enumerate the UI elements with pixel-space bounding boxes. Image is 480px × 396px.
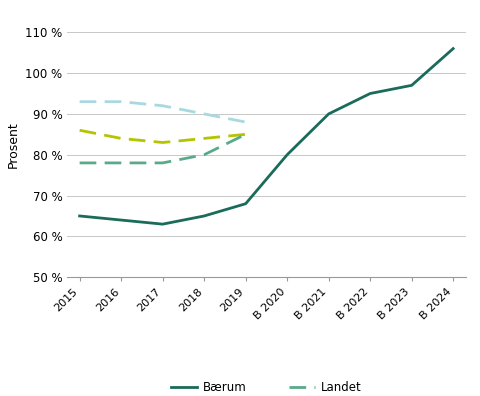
- Bærum: [77, 213, 83, 218]
- Landet: [118, 160, 124, 165]
- Landet: [77, 160, 83, 165]
- Line: Landet: Landet: [80, 134, 246, 163]
- Asker: [201, 112, 207, 116]
- Bærum: [367, 91, 373, 96]
- Line: Asker: Asker: [80, 102, 246, 122]
- Line: ASSS u/ Oslo: ASSS u/ Oslo: [80, 130, 246, 143]
- Legend: Bærum, ASSS u/ Oslo, Landet, Asker: Bærum, ASSS u/ Oslo, Landet, Asker: [166, 376, 367, 396]
- Bærum: [201, 213, 207, 218]
- Bærum: [450, 46, 456, 51]
- Asker: [160, 103, 166, 108]
- ASSS u/ Oslo: [160, 140, 166, 145]
- Bærum: [243, 201, 249, 206]
- Asker: [77, 99, 83, 104]
- ASSS u/ Oslo: [118, 136, 124, 141]
- Bærum: [326, 112, 332, 116]
- Asker: [118, 99, 124, 104]
- Bærum: [284, 152, 290, 157]
- Landet: [243, 132, 249, 137]
- Bærum: [160, 222, 166, 227]
- Bærum: [409, 83, 415, 88]
- ASSS u/ Oslo: [201, 136, 207, 141]
- Asker: [243, 120, 249, 124]
- Line: Bærum: Bærum: [80, 49, 453, 224]
- Landet: [201, 152, 207, 157]
- Y-axis label: Prosent: Prosent: [7, 121, 20, 168]
- ASSS u/ Oslo: [77, 128, 83, 133]
- Bærum: [118, 218, 124, 223]
- Landet: [160, 160, 166, 165]
- ASSS u/ Oslo: [243, 132, 249, 137]
